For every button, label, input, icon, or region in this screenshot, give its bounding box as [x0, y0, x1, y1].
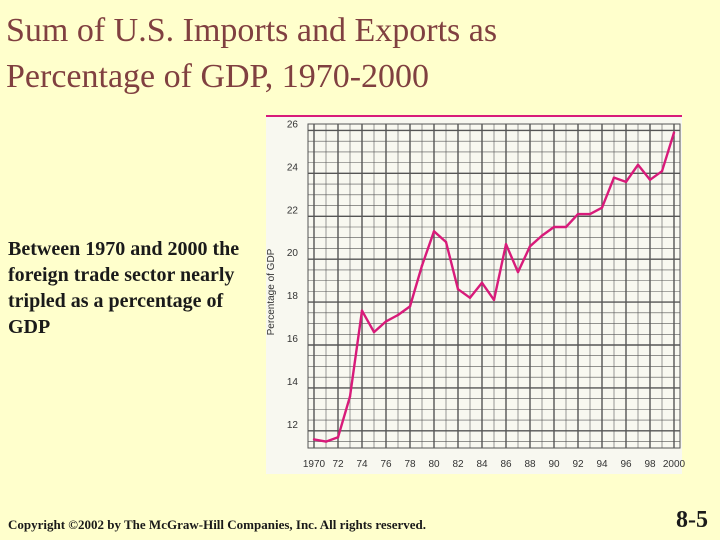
data-point — [504, 242, 508, 246]
data-point — [492, 298, 496, 302]
y-tick-label: 16 — [287, 334, 299, 345]
data-point — [324, 440, 328, 443]
data-point — [372, 330, 376, 334]
copyright-footer: Copyright ©2002 by The McGraw-Hill Compa… — [8, 517, 426, 532]
data-point — [468, 296, 472, 300]
plot-background — [266, 116, 682, 474]
data-point — [336, 436, 340, 439]
data-point — [576, 212, 580, 216]
y-tick-label: 20 — [287, 248, 299, 259]
x-tick-label: 86 — [500, 459, 512, 470]
x-tick-label: 92 — [572, 459, 584, 470]
x-tick-label: 82 — [452, 459, 464, 470]
y-tick-label: 22 — [287, 205, 299, 216]
x-tick-label: 94 — [596, 459, 608, 470]
x-tick-label: 90 — [548, 459, 560, 470]
x-tick-label: 98 — [644, 459, 656, 470]
x-tick-label: 2000 — [663, 459, 686, 470]
data-point — [456, 288, 460, 291]
data-point — [360, 309, 364, 312]
y-tick-label: 26 — [287, 119, 299, 130]
x-tick-label: 78 — [404, 459, 416, 470]
data-point — [444, 240, 448, 244]
data-point — [672, 131, 676, 134]
slide-title: Sum of U.S. Imports and Exports as Perce… — [6, 12, 498, 95]
data-point — [612, 176, 616, 179]
x-tick-label: 1970 — [303, 459, 326, 470]
slide-body-text: Between 1970 and 2000 the foreign trade … — [8, 238, 240, 338]
data-point — [564, 225, 568, 229]
data-point — [420, 264, 424, 267]
x-tick-label: 80 — [428, 459, 440, 470]
data-point — [540, 234, 544, 237]
data-point — [624, 180, 628, 184]
y-tick-label: 24 — [287, 162, 299, 173]
data-point — [384, 320, 388, 323]
x-tick-label: 88 — [524, 459, 536, 470]
y-tick-label: 12 — [287, 420, 299, 431]
x-tick-label: 76 — [380, 459, 392, 470]
data-point — [348, 395, 352, 398]
data-point — [312, 438, 316, 441]
data-point — [516, 270, 520, 274]
x-tick-label: 74 — [356, 459, 368, 470]
y-axis-label: Percentage of GDP — [266, 248, 277, 335]
plot-frame — [307, 123, 681, 449]
data-point — [636, 163, 640, 166]
data-point — [396, 313, 400, 317]
x-tick-label: 72 — [332, 459, 344, 470]
data-point — [480, 281, 484, 284]
data-point — [588, 212, 592, 216]
data-point — [648, 178, 652, 181]
data-point — [600, 206, 604, 209]
data-point — [528, 245, 532, 248]
data-point — [660, 170, 664, 173]
y-tick-label: 14 — [287, 377, 299, 388]
data-point — [432, 230, 436, 233]
data-point — [552, 225, 556, 229]
slide-number: 8-5 — [676, 507, 708, 533]
data-point — [408, 305, 412, 308]
x-tick-label: 84 — [476, 459, 488, 470]
y-tick-label: 18 — [287, 291, 299, 302]
grid-lines — [308, 124, 680, 448]
x-tick-label: 96 — [620, 459, 632, 470]
